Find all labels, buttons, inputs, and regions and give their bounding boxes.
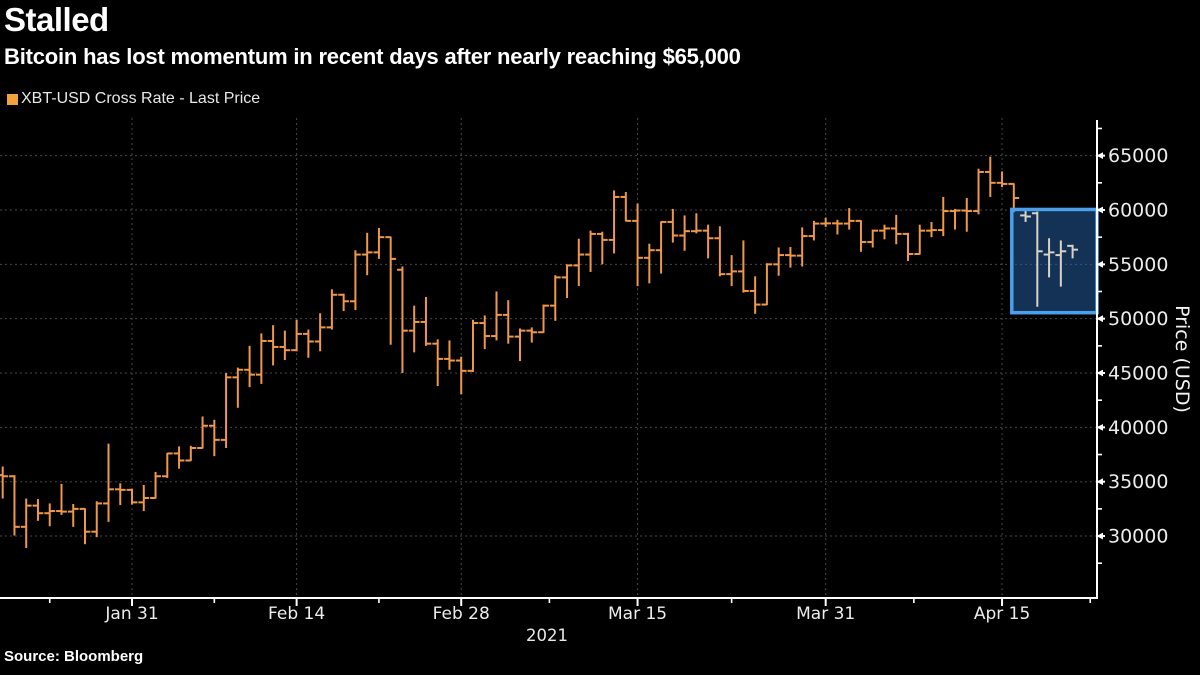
y-tick-arrow-icon	[1096, 423, 1103, 431]
y-tick-label: 30000	[1108, 526, 1168, 548]
y-tick-arrow-icon	[1096, 369, 1103, 377]
y-tick-arrow-icon	[1096, 315, 1103, 323]
y-tick-label: 45000	[1108, 363, 1168, 385]
legend-label: XBT-USD Cross Rate - Last Price	[21, 90, 261, 107]
x-tick-label: Jan 31	[104, 604, 158, 624]
y-tick-arrow-icon	[1096, 532, 1103, 540]
y-tick-label: 55000	[1108, 254, 1168, 276]
x-axis-year-label: 2021	[526, 626, 568, 645]
highlight-box-fill	[1011, 209, 1097, 313]
y-tick-label: 40000	[1108, 417, 1168, 439]
chart-subtitle: Bitcoin has lost momentum in recent days…	[4, 44, 741, 69]
legend-swatch-icon	[7, 93, 18, 105]
y-tick-label: 65000	[1108, 145, 1168, 167]
x-tick-label: Feb 14	[268, 604, 325, 624]
y-tick-arrow-icon	[1096, 478, 1103, 486]
y-tick-arrow-icon	[1096, 152, 1103, 160]
y-axis-title: Price (USD)	[1171, 305, 1193, 413]
y-tick-arrow-icon	[1096, 260, 1103, 268]
x-tick-label: Feb 28	[433, 604, 490, 624]
x-tick-label: Mar 15	[608, 604, 667, 624]
x-tick-label: Apr 15	[974, 604, 1030, 624]
y-tick-label: 50000	[1108, 308, 1168, 330]
source-note: Source: Bloomberg	[4, 648, 144, 665]
y-tick-arrow-icon	[1096, 206, 1103, 214]
chart-title: Stalled	[4, 1, 109, 38]
x-tick-label: Mar 31	[796, 604, 855, 624]
y-tick-label: 60000	[1108, 199, 1168, 221]
legend: XBT-USD Cross Rate - Last Price	[7, 90, 260, 108]
y-tick-label: 35000	[1108, 471, 1168, 493]
